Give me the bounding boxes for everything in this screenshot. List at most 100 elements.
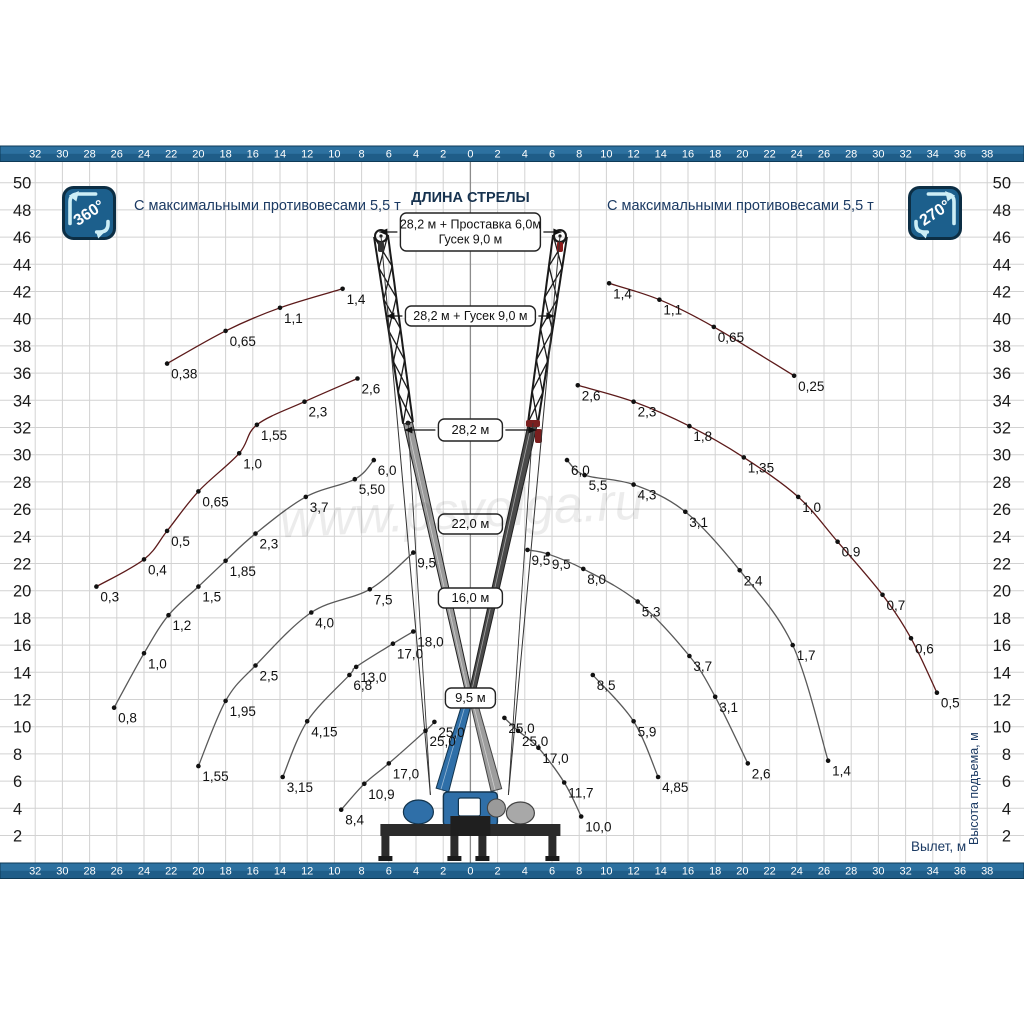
svg-text:0,5: 0,5 [941,696,960,711]
svg-text:10,0: 10,0 [585,820,611,835]
svg-text:22: 22 [763,866,775,878]
svg-text:18: 18 [13,610,31,628]
svg-text:14: 14 [993,664,1011,682]
svg-text:8: 8 [359,866,365,878]
svg-text:16: 16 [682,149,694,161]
svg-text:36: 36 [13,365,31,383]
svg-text:18,0: 18,0 [417,635,443,650]
svg-text:10: 10 [600,149,612,161]
svg-text:25,0: 25,0 [438,725,464,740]
svg-text:18: 18 [993,610,1011,628]
svg-text:С максимальными противовесами: С максимальными противовесами 5,5 т [607,198,874,214]
svg-text:24: 24 [138,149,150,161]
svg-text:16: 16 [247,149,259,161]
svg-text:22: 22 [993,556,1011,574]
svg-text:28,2 м + Проставка 6,0м: 28,2 м + Проставка 6,0м [400,218,541,232]
svg-text:22: 22 [165,149,177,161]
svg-text:14: 14 [655,149,667,161]
svg-text:32: 32 [899,866,911,878]
svg-text:2: 2 [13,828,22,846]
svg-text:34: 34 [927,149,939,161]
svg-text:18: 18 [709,149,721,161]
svg-text:36: 36 [954,149,966,161]
svg-text:9,5 м: 9,5 м [455,690,486,705]
svg-text:3,15: 3,15 [287,780,313,795]
svg-text:9,5: 9,5 [417,556,436,571]
svg-text:2,6: 2,6 [362,382,381,397]
svg-text:1,8: 1,8 [693,429,712,444]
svg-text:7,5: 7,5 [374,592,393,607]
svg-text:28: 28 [83,866,95,878]
svg-text:8: 8 [576,149,582,161]
svg-text:18: 18 [709,866,721,878]
svg-text:0,25: 0,25 [798,379,824,394]
svg-text:46: 46 [13,229,31,247]
svg-text:26: 26 [111,149,123,161]
svg-text:12: 12 [301,866,313,878]
svg-text:40: 40 [13,311,31,329]
svg-text:6: 6 [549,149,555,161]
svg-text:17,0: 17,0 [542,751,568,766]
svg-text:6: 6 [386,866,392,878]
svg-text:32: 32 [13,420,31,438]
svg-text:34: 34 [13,392,31,410]
svg-text:12: 12 [993,692,1011,710]
svg-text:26: 26 [111,866,123,878]
svg-text:1,55: 1,55 [261,428,287,443]
svg-text:28: 28 [845,866,857,878]
svg-text:5,3: 5,3 [642,605,661,620]
svg-text:28: 28 [845,149,857,161]
svg-text:Гусек 9,0 м: Гусек 9,0 м [439,232,503,246]
svg-text:4,85: 4,85 [662,780,688,795]
svg-text:24: 24 [993,528,1011,546]
svg-text:28: 28 [13,474,31,492]
svg-text:36: 36 [993,365,1011,383]
svg-text:38: 38 [993,338,1011,356]
svg-text:0,3: 0,3 [100,590,119,605]
svg-text:26: 26 [818,866,830,878]
svg-text:1,5: 1,5 [202,590,221,605]
svg-text:2,6: 2,6 [752,766,771,781]
svg-text:22: 22 [165,866,177,878]
svg-text:16: 16 [13,637,31,655]
svg-text:34: 34 [993,392,1011,410]
svg-text:1,0: 1,0 [243,456,262,471]
svg-text:0,6: 0,6 [915,641,934,656]
svg-text:28,2 м + Гусек 9,0 м: 28,2 м + Гусек 9,0 м [413,309,527,323]
svg-text:2: 2 [440,866,446,878]
svg-text:4: 4 [413,866,419,878]
svg-text:2: 2 [1002,828,1011,846]
svg-text:30: 30 [872,149,884,161]
svg-text:14: 14 [13,664,31,682]
svg-text:1,2: 1,2 [173,618,192,633]
svg-text:1,95: 1,95 [230,704,256,719]
svg-text:44: 44 [13,256,31,274]
svg-text:4: 4 [13,800,22,818]
svg-text:0,4: 0,4 [148,562,167,577]
svg-text:50: 50 [993,175,1011,193]
svg-text:20: 20 [13,583,31,601]
svg-text:32: 32 [993,420,1011,438]
svg-text:1,35: 1,35 [748,460,774,475]
svg-text:20: 20 [192,866,204,878]
svg-text:3,1: 3,1 [689,515,708,530]
svg-text:16,0 м: 16,0 м [451,590,489,605]
svg-text:26: 26 [993,501,1011,519]
svg-text:1,4: 1,4 [832,764,851,779]
svg-text:16: 16 [993,637,1011,655]
svg-text:6: 6 [549,866,555,878]
svg-text:10,9: 10,9 [368,787,394,802]
svg-text:0: 0 [467,866,473,878]
svg-text:8: 8 [1002,746,1011,764]
svg-text:44: 44 [993,256,1011,274]
svg-text:30: 30 [872,866,884,878]
svg-text:2,5: 2,5 [260,669,279,684]
svg-text:1,4: 1,4 [613,286,632,301]
svg-text:8,0: 8,0 [587,572,606,587]
svg-text:6: 6 [1002,773,1011,791]
svg-text:38: 38 [981,149,993,161]
svg-text:38: 38 [13,338,31,356]
svg-text:18: 18 [219,149,231,161]
svg-text:22: 22 [763,149,775,161]
svg-text:38: 38 [981,866,993,878]
